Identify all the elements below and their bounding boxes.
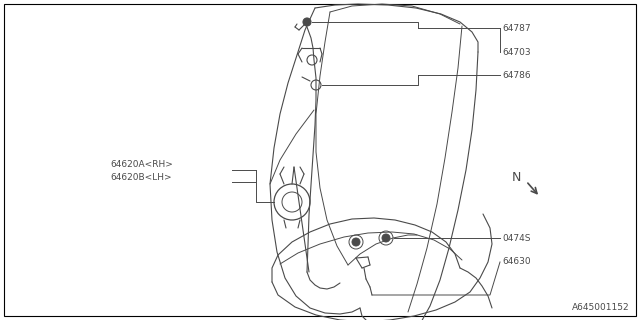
Text: 64703: 64703 [502, 47, 531, 57]
Text: N: N [511, 171, 521, 183]
Text: 64620A<RH>: 64620A<RH> [110, 159, 173, 169]
Circle shape [382, 234, 390, 242]
Circle shape [303, 18, 311, 26]
Circle shape [352, 238, 360, 246]
Text: A645001152: A645001152 [572, 303, 630, 312]
Text: 0474S: 0474S [502, 234, 531, 243]
Text: 64620B<LH>: 64620B<LH> [110, 172, 172, 181]
Text: 64630: 64630 [502, 258, 531, 267]
Text: 64786: 64786 [502, 70, 531, 79]
Text: 64787: 64787 [502, 23, 531, 33]
